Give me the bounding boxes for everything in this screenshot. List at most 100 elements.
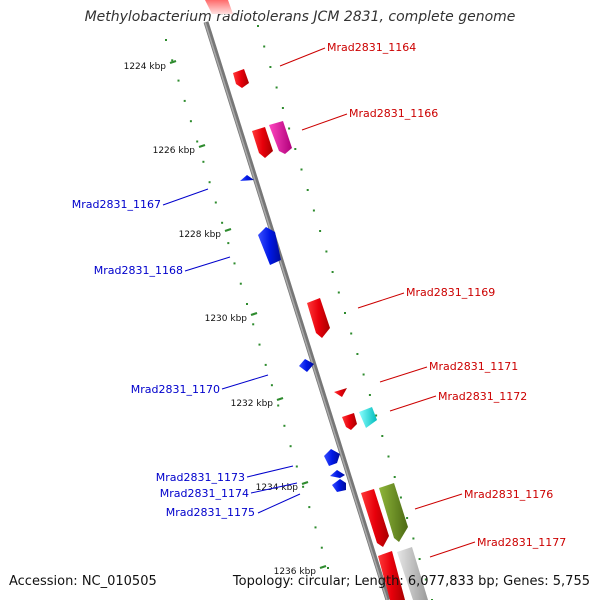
scale-dot — [331, 271, 334, 273]
gene-label-1171[interactable]: Mrad2831_1171 — [429, 360, 518, 373]
scale-dot — [288, 127, 291, 130]
gene-arrow-1172a[interactable] — [342, 413, 357, 430]
scale-dot — [399, 496, 402, 499]
inner-scale-ring — [165, 39, 329, 569]
gene-label-1169[interactable]: Mrad2831_1169 — [406, 286, 495, 299]
scale-dot — [381, 435, 384, 437]
scale-dot — [171, 59, 174, 62]
gene-arrow-1170[interactable] — [299, 359, 314, 372]
scale-dot — [312, 209, 315, 212]
scale-dot — [165, 39, 167, 41]
reverse-gene-labels: Mrad2831_1167 Mrad2831_1168 Mrad2831_117… — [72, 198, 255, 519]
map-title: Methylobacterium radiotolerans JCM 2831,… — [84, 9, 516, 25]
gene-label-1168[interactable]: Mrad2831_1168 — [94, 264, 183, 277]
scale-dot — [196, 140, 199, 143]
scale-dot — [412, 537, 415, 540]
scale-dot — [177, 79, 180, 82]
outer-scale-ring — [257, 25, 433, 600]
scale-dot — [277, 404, 280, 407]
position-tick — [319, 564, 327, 570]
scale-dot — [368, 394, 371, 396]
gene-arrow-1164[interactable] — [233, 69, 249, 88]
scale-dot — [393, 476, 396, 478]
scale-dot — [344, 312, 346, 314]
gene-arrow-1177[interactable] — [378, 551, 405, 600]
forward-connectors — [279, 47, 476, 558]
gene-label-1177[interactable]: Mrad2831_1177 — [477, 536, 566, 549]
position-tick — [301, 480, 309, 486]
scale-dot — [202, 160, 205, 163]
gene-label-1170[interactable]: Mrad2831_1170 — [131, 383, 220, 396]
gene-arrow-1174[interactable] — [330, 470, 345, 478]
gene-arrow-1168[interactable] — [258, 227, 281, 265]
position-tick — [198, 143, 206, 149]
position-label: 1232 kbp — [231, 399, 274, 409]
scale-dot — [252, 323, 255, 326]
scale-dot — [208, 181, 211, 184]
scale-dot — [327, 567, 329, 569]
scale-dot — [337, 291, 340, 294]
position-label: 1230 kbp — [205, 314, 248, 324]
scale-dot — [264, 363, 267, 366]
scale-dot — [221, 221, 224, 224]
position-tick — [250, 311, 258, 317]
gene-label-1176[interactable]: Mrad2831_1176 — [464, 488, 553, 501]
gene-label-1164[interactable]: Mrad2831_1164 — [327, 41, 416, 54]
scale-dot — [233, 262, 236, 265]
scale-dot — [418, 558, 421, 560]
position-tick — [224, 227, 232, 233]
gene-arrow-top-fade[interactable] — [205, 0, 233, 14]
scale-dot — [375, 414, 378, 417]
genome-stats-text: Topology: circular; Length: 6,077,833 bp… — [232, 574, 590, 589]
gene-arrow-1172[interactable] — [359, 407, 377, 428]
scale-dot — [294, 148, 297, 150]
scale-dot — [258, 343, 261, 346]
reverse-connectors — [162, 188, 301, 514]
scale-dot — [302, 485, 305, 488]
gene-label-1174[interactable]: Mrad2831_1174 — [160, 487, 249, 500]
gene-label-1175[interactable]: Mrad2831_1175 — [166, 506, 255, 519]
gene-label-1173[interactable]: Mrad2831_1173 — [156, 471, 245, 484]
scale-dot — [289, 445, 292, 448]
scale-dot — [183, 99, 186, 102]
scale-dot — [319, 230, 322, 232]
backbone-line — [203, 21, 391, 600]
position-label: 1234 kbp — [256, 483, 299, 493]
scale-dot — [356, 353, 359, 355]
scale-dot — [239, 282, 242, 285]
scale-dot — [300, 168, 303, 171]
gene-arrow-1176b[interactable] — [379, 483, 408, 542]
gene-arrow-1166b[interactable] — [269, 121, 292, 154]
gene-label-1167[interactable]: Mrad2831_1167 — [72, 198, 161, 211]
scale-dot — [283, 424, 286, 427]
scale-dot — [281, 107, 284, 109]
gene-arrow-1169[interactable] — [307, 298, 330, 338]
scale-dot — [257, 25, 259, 27]
gene-arrow-1166[interactable] — [252, 127, 273, 158]
scale-dot — [350, 332, 353, 335]
gene-arrow-1167[interactable] — [240, 175, 254, 181]
forward-gene-labels: Mrad2831_1164 Mrad2831_1166 Mrad2831_116… — [327, 41, 566, 549]
position-label: 1226 kbp — [153, 146, 196, 156]
gene-arrow-1175[interactable] — [332, 479, 346, 492]
position-ticks: 1224 kbp 1226 kbp 1228 kbp 1230 kbp 1232 kbp… — [124, 59, 327, 577]
reverse-features — [240, 175, 346, 492]
accession-text: Accession: NC_010505 — [9, 574, 157, 589]
gene-arrow-1173[interactable] — [324, 449, 340, 466]
gene-arrow-1171[interactable] — [334, 388, 347, 397]
gene-arrow-1177b[interactable] — [397, 547, 428, 600]
scale-dot — [320, 546, 323, 549]
gene-label-1166[interactable]: Mrad2831_1166 — [349, 107, 438, 120]
gene-arrow-1176[interactable] — [361, 489, 389, 547]
scale-dot — [306, 189, 309, 191]
scale-dot — [406, 517, 409, 519]
position-label: 1228 kbp — [179, 230, 222, 240]
position-label: 1224 kbp — [124, 62, 167, 72]
scale-dot — [269, 66, 272, 68]
position-label: 1236 kbp — [274, 567, 317, 577]
scale-dot — [308, 506, 311, 509]
gene-label-1172[interactable]: Mrad2831_1172 — [438, 390, 527, 403]
scale-dot — [295, 465, 298, 468]
scale-dot — [275, 86, 278, 89]
